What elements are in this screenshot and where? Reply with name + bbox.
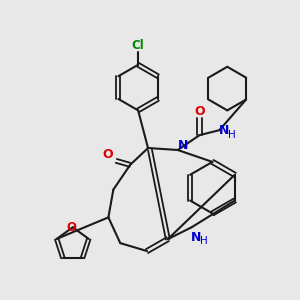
Text: N: N — [190, 231, 201, 244]
Text: N: N — [178, 139, 188, 152]
Text: H: H — [228, 130, 236, 140]
Text: O: O — [67, 221, 77, 234]
Text: H: H — [200, 236, 207, 246]
Text: O: O — [194, 105, 205, 118]
Text: Cl: Cl — [132, 40, 145, 52]
Text: N: N — [219, 124, 230, 137]
Text: O: O — [102, 148, 113, 161]
